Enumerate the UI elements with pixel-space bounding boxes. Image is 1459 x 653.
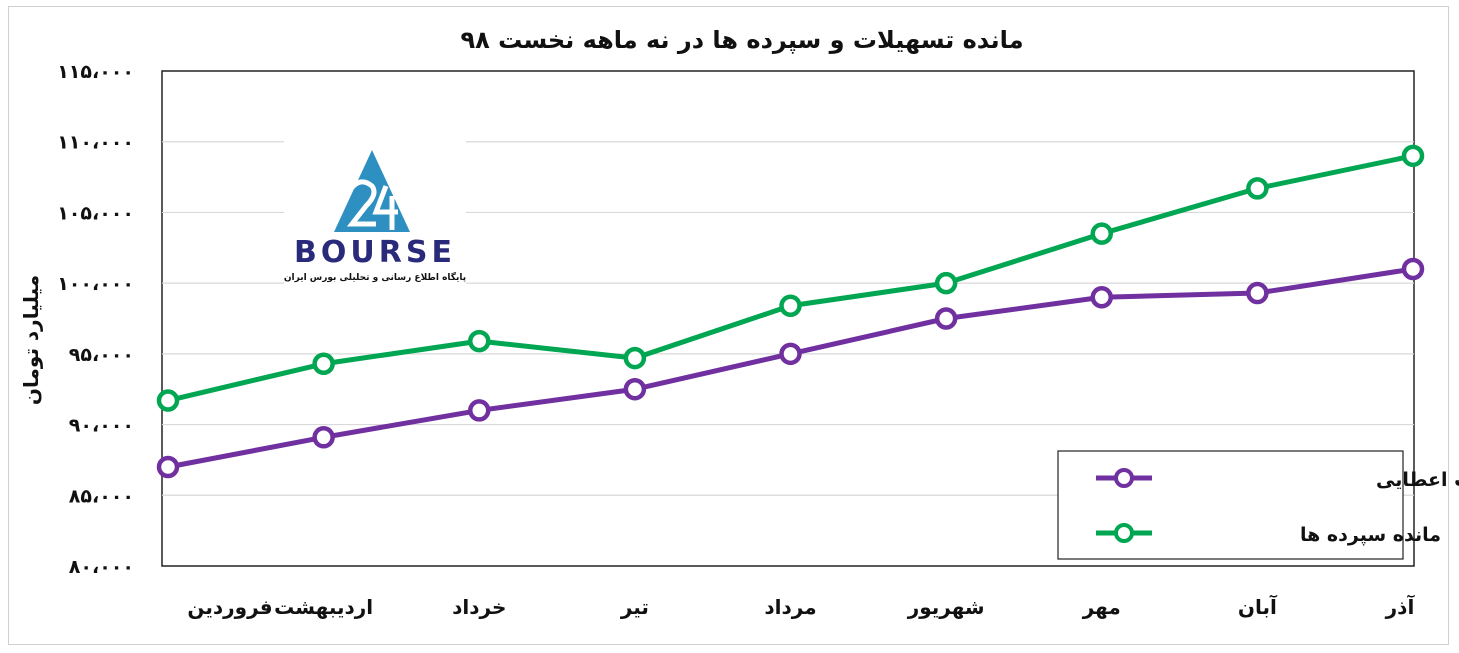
x-tick-label: آذر xyxy=(1385,594,1416,619)
y-tick-labels: ۸۰،۰۰۰ ۸۵،۰۰۰ ۹۰،۰۰۰ ۹۵،۰۰۰ ۱۰۰،۰۰۰ ۱۰۵،۰۰۰ ۱۱… xyxy=(57,61,134,578)
logo-subtitle: پایگاه اطلاع رسانی و تحلیلی بورس ایران xyxy=(284,271,466,283)
data-point xyxy=(312,426,335,449)
x-tick-label: فروردین xyxy=(187,595,272,619)
y-tick-label: ۹۵،۰۰۰ xyxy=(69,344,134,366)
series-layer xyxy=(156,144,1425,479)
series-1 xyxy=(156,144,1425,412)
data-point xyxy=(623,346,647,370)
y-tick-label: ۱۱۰،۰۰۰ xyxy=(57,132,134,154)
legend-swatch-marker xyxy=(1114,523,1134,543)
data-point xyxy=(934,271,958,295)
chart-title: مانده تسهیلات و سپرده ها در نه ماهه نخست… xyxy=(460,26,1023,54)
logo-digit-2-icon xyxy=(346,179,377,227)
y-tick-label: ۱۱۵،۰۰۰ xyxy=(57,61,134,83)
data-point xyxy=(312,352,335,376)
y-tick-label: ۹۰،۰۰۰ xyxy=(69,415,134,437)
data-point xyxy=(1246,177,1269,200)
legend-label-deposits: مانده سپرده ها xyxy=(1300,524,1441,546)
data-point xyxy=(623,377,647,401)
x-tick-labels: فروردین اردیبهشت خرداد تیر مرداد شهریور مهر آبا… xyxy=(187,594,1415,619)
data-point xyxy=(1090,286,1113,309)
bourse-logo: BOURSE پایگاه اطلاع رسانی و تحلیلی بورس … xyxy=(284,120,466,300)
y-tick-label: ۸۰،۰۰۰ xyxy=(69,556,134,578)
data-point xyxy=(1401,144,1425,168)
data-point xyxy=(468,329,491,353)
y-tick-label: ۸۵،۰۰۰ xyxy=(69,485,134,507)
data-point xyxy=(1246,281,1269,305)
data-point xyxy=(934,307,958,330)
x-tick-label: خرداد xyxy=(452,595,506,619)
legend-label-loans: مانده تسهیلات اعطایی xyxy=(1376,469,1459,491)
x-tick-label: مرداد xyxy=(764,595,816,619)
data-point xyxy=(156,389,180,412)
data-point xyxy=(468,399,491,422)
data-point xyxy=(1401,257,1425,281)
y-tick-label: ۱۰۰،۰۰۰ xyxy=(57,273,134,295)
x-tick-label: اردیبهشت xyxy=(274,595,373,619)
x-tick-label: شهریور xyxy=(907,595,985,619)
x-tick-label: تیر xyxy=(620,595,649,619)
data-point xyxy=(779,294,802,318)
logo-digit-4-icon xyxy=(372,185,398,230)
y-tick-label: ۱۰۵،۰۰۰ xyxy=(57,202,134,224)
x-tick-label: مهر xyxy=(1082,595,1121,619)
series-0 xyxy=(156,257,1425,479)
logo-word: BOURSE xyxy=(294,235,456,270)
legend-swatch-marker xyxy=(1114,468,1134,488)
legend-box xyxy=(1057,450,1404,560)
data-point xyxy=(779,342,802,366)
x-tick-label: آبان xyxy=(1238,594,1278,619)
legend: مانده تسهیلات اعطایی مانده سپرده ها xyxy=(1057,450,1459,560)
y-axis-label: میلیارد تومان xyxy=(19,275,43,405)
plot-area xyxy=(161,70,1415,567)
data-point xyxy=(156,455,180,479)
data-point xyxy=(1090,222,1113,245)
